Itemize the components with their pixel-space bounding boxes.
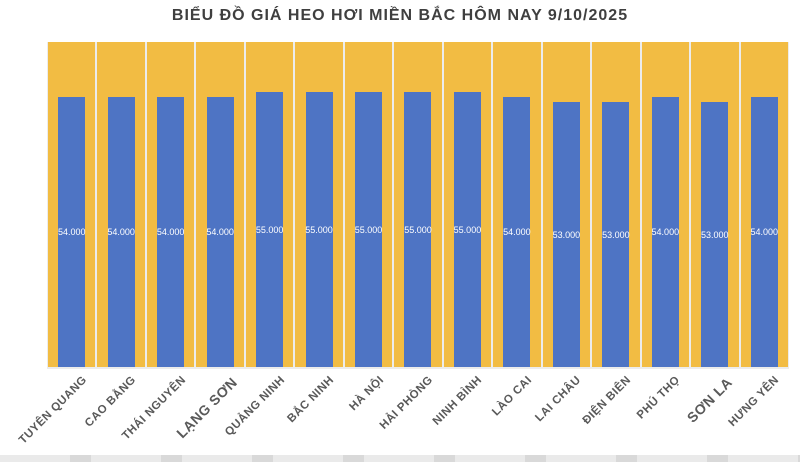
column-background: 54.000 (641, 42, 690, 367)
column-background: 54.000 (97, 42, 145, 367)
x-axis-label-tuyên-quang: TUYÊN QUANG (17, 374, 90, 447)
x-axis-label-lào-cai: LÀO CAI (490, 374, 535, 419)
x-axis-label-lai-châu: LAI CHÂU (533, 374, 584, 425)
x-axis-label-sơn-la: SƠN LA (683, 374, 736, 426)
bar-value-label: 55.000 (354, 224, 383, 235)
column-background: 53.000 (542, 42, 591, 367)
column-background: 54.000 (493, 42, 541, 367)
bar-lào-cai: 54.000 (503, 97, 531, 367)
bar-thái-nguyên: 54.000 (157, 97, 184, 367)
bar-value-label: 54.000 (750, 227, 779, 237)
column-background: 55.000 (394, 42, 442, 367)
column-background: 54.000 (48, 42, 96, 367)
bottom-edge-strip (0, 455, 800, 462)
column-background: 53.000 (691, 42, 739, 367)
x-axis-label-phú-thọ: PHÚ THỌ (634, 374, 683, 422)
x-axis-label-điện-biên: ĐIỆN BIÊN (580, 374, 634, 427)
bar-lai-châu: 53.000 (553, 102, 580, 367)
x-axis-label-ninh-bình: NINH BÌNH (430, 374, 485, 428)
plot-area: 54.000 54.000 54.000 54.000 55.000 55.000 55.0… (47, 42, 789, 369)
bar-value-label: 54.000 (107, 227, 135, 237)
x-axis-label-cao-bằng: CAO BẰNG (82, 374, 139, 430)
column-background: 54.000 (740, 42, 788, 367)
bar-lạng-sơn: 54.000 (206, 97, 234, 367)
bar-hưng-yên: 54.000 (750, 97, 779, 367)
column-background: 54.000 (146, 42, 195, 367)
bar-hà-nội: 55.000 (355, 92, 382, 367)
bar-value-label: 54.000 (156, 227, 185, 237)
bar-value-label: 55.000 (453, 224, 482, 235)
bar-value-label: 55.000 (404, 224, 432, 235)
bar-value-label: 54.000 (206, 227, 234, 237)
bar-sơn-la: 53.000 (701, 102, 729, 367)
bar-quảng-ninh: 55.000 (256, 92, 283, 367)
bar-hải-phòng: 55.000 (404, 92, 432, 367)
bar-value-label: 54.000 (57, 227, 86, 237)
x-axis-label-hưng-yên: HƯNG YÊN (726, 374, 782, 429)
bar-value-label: 53.000 (701, 229, 729, 240)
column-background: 53.000 (592, 42, 640, 367)
bar-value-label: 55.000 (255, 224, 284, 235)
bar-value-label: 53.000 (552, 229, 581, 240)
x-axis-label-hà-nội: HÀ NỘI (347, 374, 387, 414)
bar-bắc-ninh: 55.000 (305, 92, 333, 367)
column-background: 55.000 (443, 42, 492, 367)
bar-value-label: 54.000 (503, 227, 531, 237)
x-axis-label-quảng-ninh: QUẢNG NINH (223, 374, 288, 439)
column-background: 55.000 (295, 42, 343, 367)
x-axis-label-hải-phòng: HẢI PHÒNG (377, 374, 436, 432)
bar-value-label: 53.000 (602, 229, 630, 240)
x-axis-label-thái-nguyên: THÁI NGUYÊN (120, 374, 189, 443)
column-background: 55.000 (344, 42, 393, 367)
bar-tuyên-quang: 54.000 (58, 97, 85, 367)
bar-điện-biên: 53.000 (602, 102, 630, 367)
bar-phú-thọ: 54.000 (652, 97, 679, 367)
column-background: 55.000 (245, 42, 294, 367)
bar-value-label: 54.000 (651, 227, 680, 237)
bar-ninh-bình: 55.000 (454, 92, 481, 367)
bar-value-label: 55.000 (305, 224, 333, 235)
x-axis-label-bắc-ninh: BẮC NINH (285, 374, 337, 426)
x-axis-label-lạng-sơn: LẠNG SƠN (173, 374, 241, 442)
chart-title: BIỂU ĐỒ GIÁ HEO HƠI MIỀN BẮC HÔM NAY 9/1… (171, 7, 629, 24)
bar-cao-bằng: 54.000 (107, 97, 135, 367)
column-background: 54.000 (196, 42, 244, 367)
